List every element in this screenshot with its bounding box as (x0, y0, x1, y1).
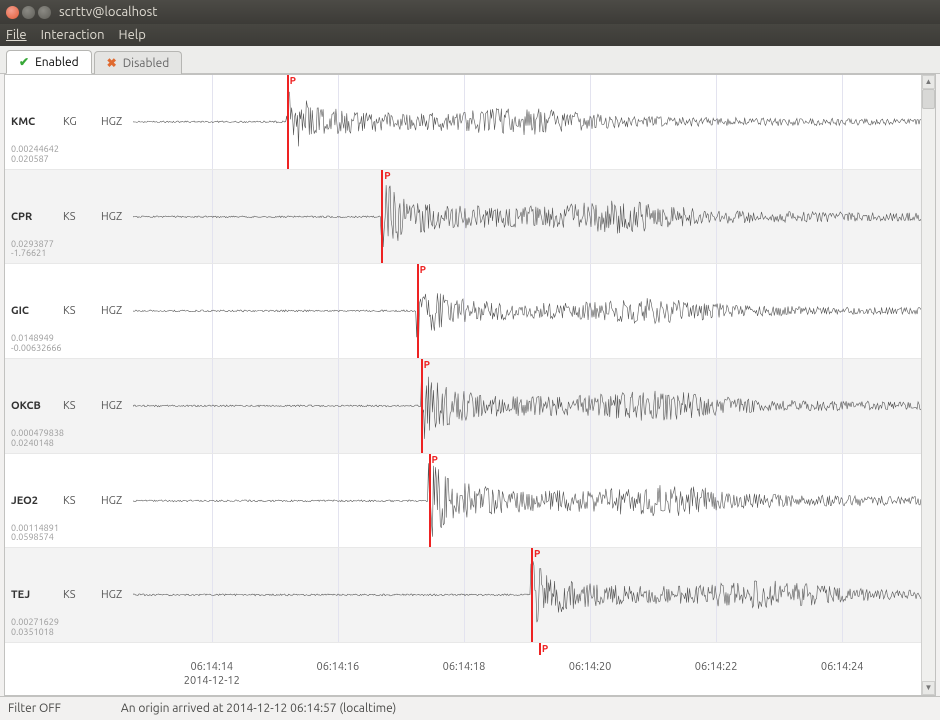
channel-code: HGZ (101, 589, 122, 601)
filter-status: Filter OFF (8, 702, 61, 715)
menubar: File Interaction Help (0, 24, 940, 46)
waveform[interactable]: P (133, 264, 921, 358)
station-code: GIC (11, 305, 49, 317)
tab-disabled[interactable]: ✖ Disabled (94, 51, 183, 74)
trace-labels: TEJ KS HGZ 0.002716290.0351018 (5, 548, 133, 642)
trace-area: KMC KG HGZ 0.002446420.020587 P CPR KS HG… (5, 75, 921, 695)
trace-labels: OKCB KS HGZ 0.0004798380.0240148 (5, 359, 133, 453)
p-pick-marker[interactable] (539, 643, 541, 655)
trace-stats: 0.002716290.0351018 (11, 618, 59, 638)
p-pick-marker[interactable] (287, 75, 289, 169)
network-code: KS (63, 589, 87, 601)
network-code: KS (63, 305, 87, 317)
content-area: KMC KG HGZ 0.002446420.020587 P CPR KS HG… (4, 74, 936, 696)
window-title: scrttv@localhost (59, 5, 157, 19)
channel-code: HGZ (101, 211, 122, 223)
channel-code: HGZ (101, 305, 122, 317)
station-code: CPR (11, 211, 49, 223)
x-icon: ✖ (107, 56, 117, 70)
time-tick-label: 06:14:18 (443, 661, 486, 673)
window-maximize-button[interactable] (38, 6, 51, 19)
trace-row[interactable]: GIC KS HGZ 0.0148949-0.00632666 P (5, 264, 921, 359)
trace-stats: 0.001148910.0598574 (11, 524, 59, 544)
channel-code: HGZ (101, 495, 122, 507)
time-axis: 06:14:14 06:14:16 06:14:18 06:14:20 06:14:22… (133, 655, 921, 695)
waveform[interactable]: P (133, 454, 921, 548)
trace-stats: 0.0293877-1.76621 (11, 240, 54, 260)
channel-code: HGZ (101, 400, 122, 412)
window-close-button[interactable] (6, 6, 19, 19)
waveform[interactable]: P (133, 75, 921, 169)
window-controls (6, 6, 51, 19)
p-pick-marker[interactable] (429, 454, 431, 548)
p-pick-label: P (420, 264, 426, 275)
station-code: JEO2 (11, 495, 49, 507)
time-tick-label: 06:14:20 (569, 661, 612, 673)
waveform[interactable]: P (133, 548, 921, 642)
p-pick-label: P (542, 643, 548, 654)
network-code: KG (63, 116, 87, 128)
vertical-scrollbar[interactable]: ▲ ▼ (921, 75, 935, 695)
trace-labels: JEO2 KS HGZ 0.001148910.0598574 (5, 454, 133, 548)
p-pick-marker[interactable] (531, 548, 533, 642)
p-pick-label: P (534, 548, 540, 559)
trace-stats: 0.0004798380.0240148 (11, 429, 64, 449)
trace-row[interactable]: OKCB KS HGZ 0.0004798380.0240148 P (5, 359, 921, 454)
check-icon: ✔ (19, 55, 29, 69)
station-code: KMC (11, 116, 49, 128)
station-code: OKCB (11, 400, 49, 412)
p-pick-label: P (432, 454, 438, 465)
trace-labels: GIC KS HGZ 0.0148949-0.00632666 (5, 264, 133, 358)
menu-file[interactable]: File (6, 28, 27, 42)
tab-label: Enabled (35, 56, 79, 69)
date-label: 2014-12-12 (184, 675, 240, 687)
p-pick-marker[interactable] (417, 264, 419, 358)
network-code: KS (63, 211, 87, 223)
p-pick-label: P (290, 75, 296, 86)
trace-row[interactable]: KMC KG HGZ 0.002446420.020587 P (5, 75, 921, 170)
trace-stats: 0.0148949-0.00632666 (11, 334, 62, 354)
channel-code: HGZ (101, 116, 122, 128)
scroll-track[interactable] (922, 89, 935, 681)
station-code: TEJ (11, 589, 49, 601)
time-tick-label: 06:14:14 (190, 661, 233, 673)
time-tick-label: 06:14:22 (695, 661, 738, 673)
trace-row[interactable]: TEJ KS HGZ 0.002716290.0351018 P (5, 548, 921, 643)
p-pick-marker[interactable] (421, 359, 423, 453)
menu-interaction[interactable]: Interaction (41, 28, 105, 42)
p-pick-marker[interactable] (381, 170, 383, 264)
p-pick-label: P (384, 170, 390, 181)
time-tick-label: 06:14:16 (317, 661, 360, 673)
scroll-down-button[interactable]: ▼ (922, 681, 935, 695)
window-titlebar: scrttv@localhost (0, 0, 940, 24)
waveform[interactable]: P (133, 170, 921, 264)
scroll-thumb[interactable] (922, 89, 935, 109)
trace-stats: 0.002446420.020587 (11, 145, 59, 165)
network-code: KS (63, 495, 87, 507)
tab-enabled[interactable]: ✔ Enabled (6, 50, 92, 74)
trace-labels: CPR KS HGZ 0.0293877-1.76621 (5, 170, 133, 264)
trace-row[interactable]: JEO2 KS HGZ 0.001148910.0598574 P (5, 454, 921, 549)
menu-help[interactable]: Help (119, 28, 146, 42)
tabbar: ✔ Enabled ✖ Disabled (0, 46, 940, 74)
window-minimize-button[interactable] (22, 6, 35, 19)
time-tick-label: 06:14:24 (821, 661, 864, 673)
scroll-up-button[interactable]: ▲ (922, 75, 935, 89)
plot-region[interactable]: KMC KG HGZ 0.002446420.020587 P CPR KS HG… (5, 75, 921, 655)
waveform[interactable]: P (133, 359, 921, 453)
origin-status: An origin arrived at 2014-12-12 06:14:57… (121, 702, 396, 715)
trace-row[interactable]: CPR KS HGZ 0.0293877-1.76621 P (5, 170, 921, 265)
trace-labels: KMC KG HGZ 0.002446420.020587 (5, 75, 133, 169)
p-pick-label: P (424, 359, 430, 370)
tab-label: Disabled (123, 57, 170, 70)
statusbar: Filter OFF An origin arrived at 2014-12-… (0, 696, 940, 720)
network-code: KS (63, 400, 87, 412)
